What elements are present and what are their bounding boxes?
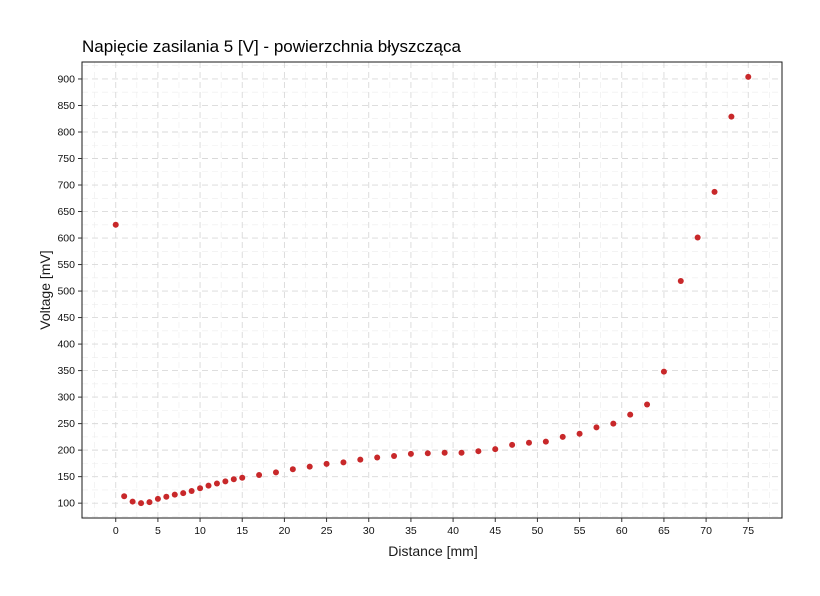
x-tick-label: 75 [742, 525, 754, 537]
y-tick-label: 900 [57, 73, 75, 85]
data-point [644, 401, 651, 408]
data-point [711, 188, 718, 195]
data-point [154, 495, 161, 502]
data-point [525, 439, 532, 446]
data-point [230, 476, 237, 483]
y-tick-label: 150 [57, 471, 75, 483]
y-tick-label: 400 [57, 339, 75, 351]
data-point [197, 485, 204, 492]
data-point [542, 438, 549, 445]
x-tick-label: 55 [574, 525, 586, 537]
chart-title: Napięcie zasilania 5 [V] - powierzchnia … [82, 37, 461, 56]
x-tick-label: 45 [489, 525, 501, 537]
data-point [138, 500, 145, 507]
y-axis-ticks: 100 150 200 250 300 350 400 450 500 550 600 650 700 7… [57, 73, 82, 510]
x-tick-label: 5 [155, 525, 161, 537]
data-point [180, 490, 187, 497]
y-tick-label: 800 [57, 126, 75, 138]
data-point [323, 460, 330, 467]
data-point [205, 482, 212, 489]
data-point [289, 466, 296, 473]
x-tick-label: 15 [236, 525, 248, 537]
data-point [272, 469, 279, 476]
data-point [171, 491, 178, 498]
y-axis-label: Voltage [mV] [37, 250, 53, 329]
y-tick-label: 350 [57, 365, 75, 377]
data-point [610, 420, 617, 427]
y-tick-label: 250 [57, 418, 75, 430]
plot-area-border [81, 61, 783, 519]
x-tick-label: 60 [616, 525, 628, 537]
x-tick-label: 0 [113, 525, 119, 537]
data-point [492, 446, 499, 453]
x-tick-label: 25 [321, 525, 333, 537]
x-tick-label: 30 [363, 525, 375, 537]
data-point [458, 449, 465, 456]
y-tick-label: 300 [57, 392, 75, 404]
data-point [509, 441, 516, 448]
data-point [391, 452, 398, 459]
data-point [239, 474, 246, 481]
data-points [112, 73, 752, 507]
data-point [188, 487, 195, 494]
data-point [745, 73, 752, 80]
x-tick-label: 35 [405, 525, 417, 537]
data-point [129, 498, 136, 505]
data-point [213, 480, 220, 487]
y-tick-label: 450 [57, 312, 75, 324]
x-tick-label: 70 [700, 525, 712, 537]
data-point [593, 424, 600, 431]
y-tick-label: 600 [57, 233, 75, 245]
x-axis-ticks: 0 5 10 15 20 25 30 35 40 45 50 55 60 65 70 75 [113, 518, 754, 537]
y-tick-label: 750 [57, 153, 75, 165]
data-point [728, 113, 735, 120]
x-tick-label: 50 [532, 525, 544, 537]
data-point [357, 456, 364, 463]
data-point [112, 221, 119, 228]
data-point [441, 449, 448, 456]
data-point [694, 234, 701, 241]
x-tick-label: 20 [279, 525, 291, 537]
y-tick-label: 550 [57, 259, 75, 271]
data-point [627, 411, 634, 418]
y-tick-label: 100 [57, 498, 75, 510]
data-point [424, 450, 431, 457]
x-tick-label: 65 [658, 525, 670, 537]
data-point [660, 368, 667, 375]
data-point [256, 472, 263, 479]
y-tick-label: 500 [57, 286, 75, 298]
x-axis-label: Distance [mm] [388, 543, 477, 559]
data-point [163, 493, 170, 500]
data-point [374, 454, 381, 461]
y-tick-label: 200 [57, 445, 75, 457]
data-point [306, 463, 313, 470]
y-tick-label: 700 [57, 180, 75, 192]
data-point [677, 277, 684, 284]
data-point [121, 493, 128, 500]
y-tick-label: 850 [57, 100, 75, 112]
data-point [407, 450, 414, 457]
data-point [222, 478, 229, 485]
data-point [340, 459, 347, 466]
data-point [576, 430, 583, 437]
data-point [146, 499, 153, 506]
y-tick-label: 650 [57, 206, 75, 218]
data-point [475, 448, 482, 455]
x-tick-label: 40 [447, 525, 459, 537]
x-tick-label: 10 [194, 525, 206, 537]
data-point [559, 433, 566, 440]
